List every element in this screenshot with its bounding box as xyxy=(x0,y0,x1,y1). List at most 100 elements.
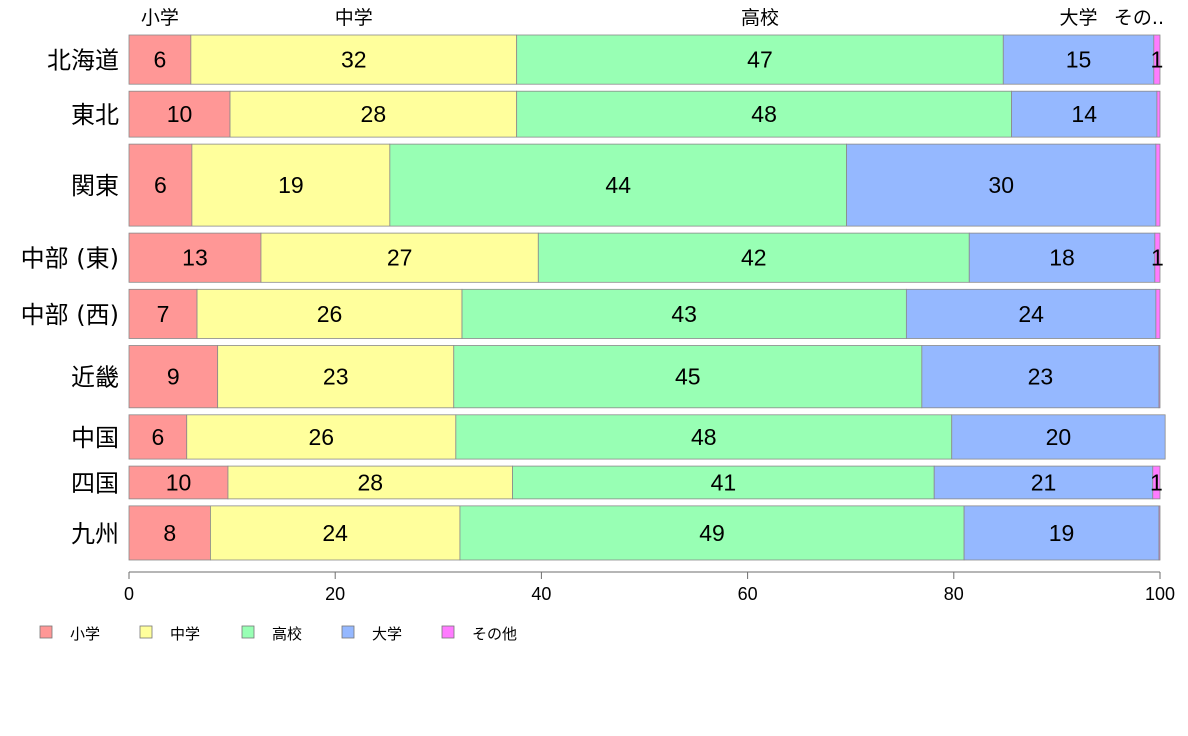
bar-segment xyxy=(1011,90,1158,138)
segment-value-label: 26 xyxy=(308,424,334,450)
bar-segment xyxy=(128,143,193,227)
segment-value-label: 18 xyxy=(1049,245,1075,271)
segment-value-label: 1 xyxy=(1151,47,1164,73)
bar-segment xyxy=(1153,34,1161,85)
legend-label: 小学 xyxy=(70,625,100,643)
category-label: 近畿 xyxy=(71,364,119,392)
segment-value-label: 6 xyxy=(154,47,167,73)
bar-segment xyxy=(537,232,970,283)
legend-label: 大学 xyxy=(372,625,402,643)
x-tick-label: 80 xyxy=(944,584,964,604)
bar-segment xyxy=(210,505,461,561)
segment-value-label: 14 xyxy=(1071,101,1097,127)
bar-segment xyxy=(229,90,518,138)
series-top-label: 大学 xyxy=(1060,7,1098,29)
bar-segment xyxy=(186,414,457,460)
bar-segment xyxy=(1156,90,1161,138)
bar-segment xyxy=(921,345,1160,409)
legend-label: 高校 xyxy=(272,625,302,643)
segment-value-label: 23 xyxy=(323,364,349,390)
legend-swatch xyxy=(441,625,455,639)
segment-value-label: 1 xyxy=(1151,245,1164,271)
segment-value-label: 6 xyxy=(154,172,167,198)
category-label: 中部 (東) xyxy=(21,245,119,273)
bar-segment xyxy=(1152,465,1161,500)
category-label: 北海道 xyxy=(47,47,119,75)
segment-value-label: 10 xyxy=(167,101,193,127)
bar-segment xyxy=(461,288,907,339)
bar-segment xyxy=(1155,288,1161,339)
segment-value-label: 20 xyxy=(1046,424,1072,450)
segment-value-label: 47 xyxy=(747,47,773,73)
bar-segment xyxy=(951,414,1166,460)
bar-segment xyxy=(128,34,192,85)
bar-segment xyxy=(516,90,1012,138)
segment-value-label: 7 xyxy=(157,301,170,327)
bar-segment xyxy=(459,505,965,561)
bar-segment xyxy=(128,232,262,283)
bar-segment xyxy=(516,34,1004,85)
bar-segment xyxy=(905,288,1157,339)
bar-segment xyxy=(1158,505,1161,561)
bar-segment xyxy=(217,345,455,409)
bar-segment xyxy=(190,34,518,85)
bar-segment xyxy=(389,143,847,227)
legend-swatch xyxy=(241,625,255,639)
x-tick-label: 60 xyxy=(738,584,758,604)
bar-segment xyxy=(846,143,1157,227)
segment-value-label: 43 xyxy=(671,301,697,327)
bar-segment xyxy=(128,465,229,500)
category-label: 四国 xyxy=(71,469,119,497)
segment-value-label: 21 xyxy=(1031,469,1057,495)
segment-value-label: 19 xyxy=(278,172,304,198)
segment-value-label: 49 xyxy=(699,520,725,546)
segment-value-label: 32 xyxy=(341,47,367,73)
segment-value-label: 44 xyxy=(605,172,631,198)
bar-segment xyxy=(128,345,219,409)
segment-value-label: 23 xyxy=(1028,364,1054,390)
segment-value-label: 26 xyxy=(317,301,343,327)
segment-value-label: 42 xyxy=(741,245,767,271)
segment-value-label: 28 xyxy=(357,469,383,495)
segment-value-label: 24 xyxy=(322,520,348,546)
bar-segment xyxy=(196,288,463,339)
segment-value-label: 24 xyxy=(1018,301,1044,327)
segment-value-label: 6 xyxy=(151,424,164,450)
bar-segment xyxy=(1002,34,1155,85)
category-label: 東北 xyxy=(71,101,119,129)
category-label: 九州 xyxy=(71,520,119,548)
segment-value-label: 8 xyxy=(163,520,176,546)
segment-value-label: 10 xyxy=(166,469,192,495)
bar-segment xyxy=(128,288,198,339)
segment-value-label: 45 xyxy=(675,364,701,390)
segment-value-label: 48 xyxy=(751,101,777,127)
category-label: 中国 xyxy=(71,424,119,452)
bar-segment xyxy=(1158,345,1161,409)
category-label: 関東 xyxy=(71,172,119,200)
segment-value-label: 41 xyxy=(711,469,737,495)
bar-segment xyxy=(1155,143,1161,227)
segment-value-label: 13 xyxy=(182,245,208,271)
series-top-label: 高校 xyxy=(741,7,779,29)
x-tick-label: 20 xyxy=(325,584,345,604)
segment-value-label: 1 xyxy=(1150,469,1163,495)
bar-segment xyxy=(191,143,391,227)
series-top-label: その.. xyxy=(1114,7,1164,29)
segment-value-label: 27 xyxy=(387,245,413,271)
legend-swatch xyxy=(139,625,153,639)
series-top-label: 小学 xyxy=(141,7,179,29)
segment-value-label: 19 xyxy=(1049,520,1075,546)
bar-segment xyxy=(933,465,1154,500)
segment-value-label: 30 xyxy=(988,172,1014,198)
bar-segment xyxy=(453,345,923,409)
segment-value-label: 15 xyxy=(1066,47,1092,73)
legend-label: その他 xyxy=(472,625,517,643)
bar-segment xyxy=(260,232,539,283)
legend-label: 中学 xyxy=(170,625,200,643)
x-tick-label: 40 xyxy=(531,584,551,604)
x-tick-label: 100 xyxy=(1145,584,1175,604)
series-top-label: 中学 xyxy=(335,7,373,29)
legend-swatch xyxy=(341,625,355,639)
legend-swatch xyxy=(39,625,53,639)
